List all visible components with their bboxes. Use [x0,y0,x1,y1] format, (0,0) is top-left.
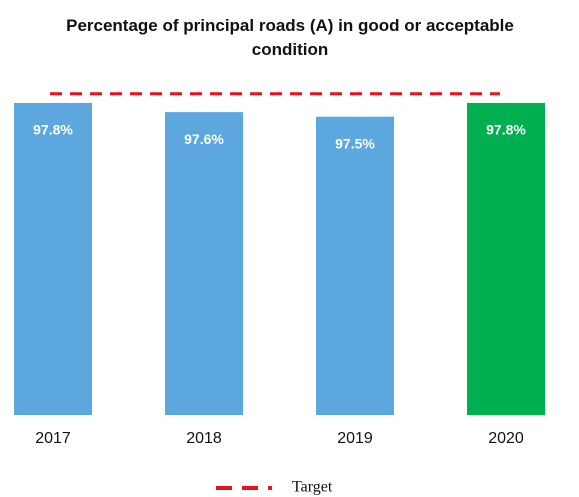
legend-label: Target [292,479,333,496]
x-tick-label: 2020 [488,430,524,447]
bar [165,112,243,415]
chart-title: Percentage of principal roads (A) in goo… [66,16,514,59]
bar [467,102,545,415]
bar [14,102,92,415]
bar [316,116,394,415]
value-label: 97.8% [33,122,73,138]
value-label: 97.6% [184,131,224,147]
x-tick-label: 2018 [186,430,222,447]
x-tick-label: 2019 [337,430,373,447]
value-label: 97.8% [486,122,526,138]
value-label: 97.5% [335,135,375,151]
x-tick-label: 2017 [35,430,71,447]
